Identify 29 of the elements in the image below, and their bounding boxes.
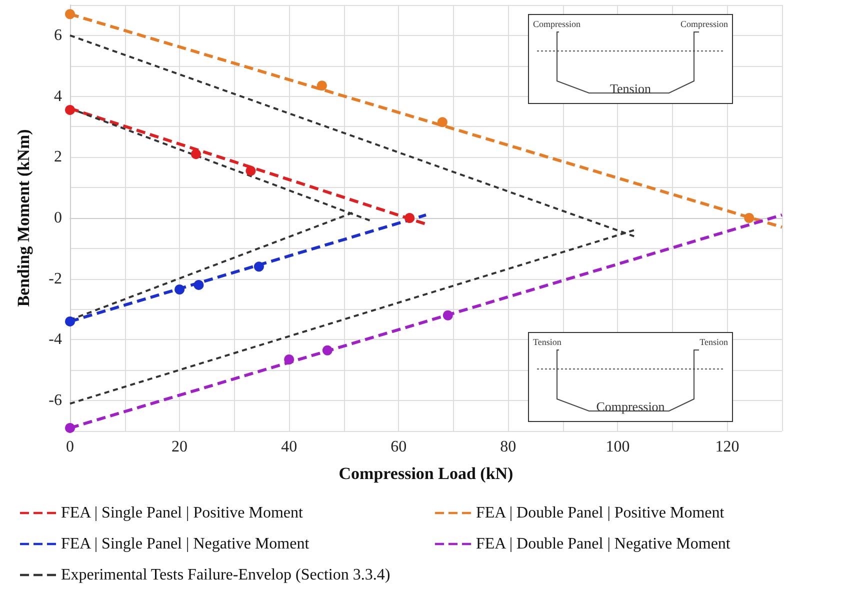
x-axis-title: Compression Load (kN) <box>338 464 514 483</box>
annotation: Compression <box>595 399 666 415</box>
x-tick-label: 40 <box>281 438 298 456</box>
beam-section-diagram: Tension Tension Compression <box>528 332 733 422</box>
legend-label: FEA | Single Panel | Positive Moment <box>61 504 304 522</box>
legend-label: FEA | Double Panel | Positive Moment <box>476 504 725 522</box>
x-tick-label: 100 <box>606 438 630 456</box>
annotation: Tension <box>609 81 652 97</box>
annotation: Tension <box>700 337 728 347</box>
y-tick-label: 0 <box>54 210 62 226</box>
y-tick-label: 4 <box>54 88 62 105</box>
legend-label: FEA | Single Panel | Negative Moment <box>61 536 310 552</box>
y-tick-label: 2 <box>54 148 62 166</box>
y-tick-label: -2 <box>48 270 62 288</box>
y-tick-label: -6 <box>48 392 62 410</box>
y-axis-title: Bending Moment (kNm) <box>14 129 33 307</box>
annotation: Compression <box>533 19 581 29</box>
y-tick-label: -4 <box>48 331 62 348</box>
annotation: Tension <box>533 337 562 347</box>
beam-section-diagram: Compression Compression Tension <box>528 14 733 104</box>
x-tick-label: 60 <box>390 438 407 456</box>
y-tick-label: 6 <box>54 26 62 44</box>
x-tick-label: 120 <box>715 438 740 456</box>
x-tick-label: 0 <box>66 438 74 456</box>
legend-label: Experimental Tests Failure-Envelop (Section 3.3.4) <box>61 566 390 584</box>
x-tick-label: 80 <box>500 438 516 456</box>
legend-label: FEA | Double Panel | Negative Moment <box>476 536 731 552</box>
annotation: Compression <box>680 19 728 29</box>
x-tick-label: 20 <box>172 438 188 456</box>
